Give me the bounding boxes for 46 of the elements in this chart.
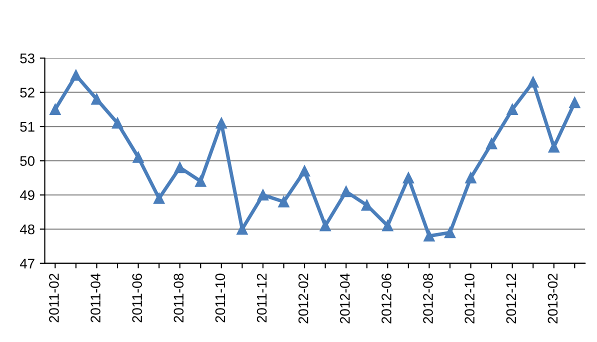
point	[174, 162, 186, 174]
x-tick-label: 2011-04	[90, 273, 100, 322]
point	[257, 189, 269, 200]
x-tick-label: 2012-06	[382, 274, 392, 324]
x-tick-label: 2012-10	[464, 274, 474, 324]
x-tick-label: 2013-02	[548, 274, 558, 324]
point	[320, 220, 331, 232]
point	[569, 97, 580, 108]
point	[154, 192, 165, 204]
point	[465, 172, 476, 184]
x-tick-label: 2011-02	[49, 274, 59, 322]
x-tick-label: 2011-06	[132, 274, 142, 322]
y-tick-label: 53	[20, 53, 34, 64]
point	[361, 200, 372, 211]
point	[112, 118, 124, 129]
x-tick-label: 2011-08	[174, 274, 184, 322]
point	[91, 94, 102, 105]
x-tick-label: 2011-12	[256, 274, 267, 322]
y-tick-label: 52	[20, 88, 34, 98]
point	[382, 220, 394, 232]
point	[506, 104, 518, 115]
x-tick-label: 2012-12	[506, 274, 516, 324]
point	[424, 230, 435, 242]
y-tick-label: 48	[20, 224, 34, 234]
x-tick-label: 2012-08	[423, 274, 433, 324]
point	[298, 165, 310, 177]
point	[528, 76, 539, 88]
point	[444, 227, 456, 238]
point	[340, 186, 352, 198]
y-tick-label: 47	[20, 258, 34, 268]
y-tick-label: 51	[20, 122, 34, 132]
point	[195, 176, 206, 187]
point	[236, 224, 248, 235]
x-tick-label: 2011-10	[215, 274, 226, 322]
point	[548, 142, 560, 153]
point	[70, 70, 82, 81]
point	[132, 152, 144, 163]
point	[486, 138, 498, 150]
point	[402, 172, 414, 184]
point	[278, 196, 290, 208]
x-tick-label: 2012-04	[340, 273, 350, 324]
point	[50, 104, 61, 115]
y-tick-label: 49	[20, 190, 34, 200]
point	[216, 118, 227, 129]
y-tick-label: 50	[20, 156, 35, 166]
x-tick-label: 2012-02	[298, 274, 308, 324]
